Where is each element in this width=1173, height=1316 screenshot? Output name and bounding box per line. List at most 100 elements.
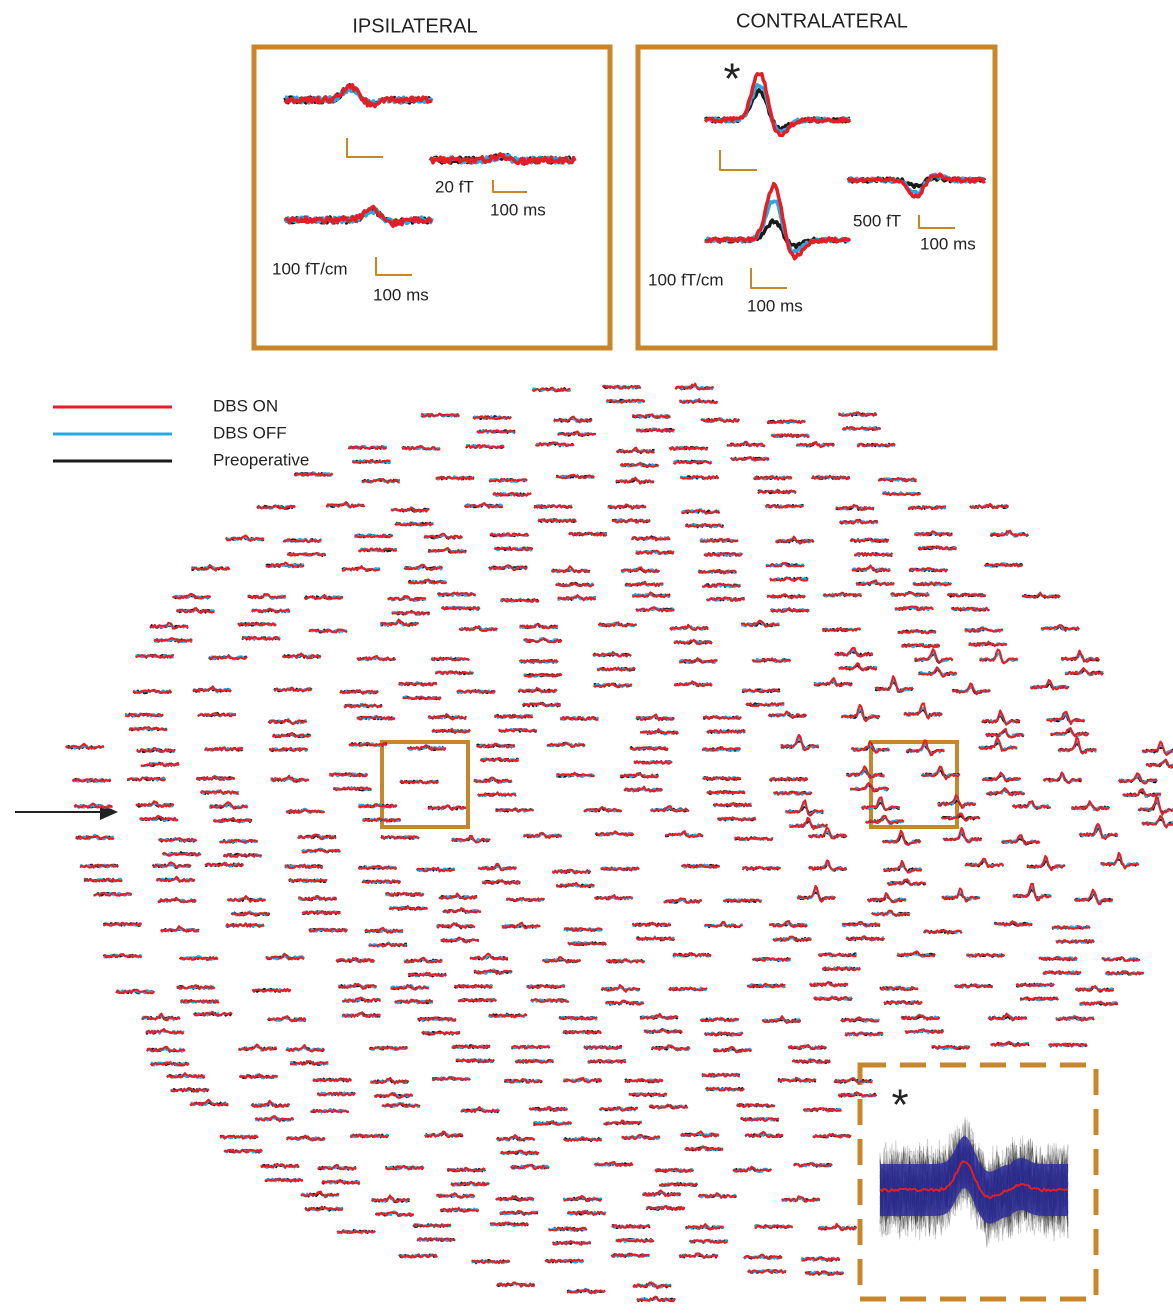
trace [75,834,115,841]
trace [849,782,890,793]
trace [265,561,305,569]
trace [669,623,709,631]
trace [541,956,582,964]
trace [522,831,563,839]
trace [706,729,746,734]
trace [1079,1000,1119,1007]
trace [966,952,1005,958]
trace [867,892,907,904]
trace [903,702,943,720]
trace [389,905,428,911]
trace [705,1086,745,1092]
trace [361,478,401,484]
trace [953,983,994,989]
trace [846,765,885,779]
trace [713,1046,752,1054]
trace [684,1146,724,1152]
trace [913,581,952,587]
trace [917,545,957,551]
trace [834,646,874,658]
trace [900,643,941,649]
trace [526,984,565,989]
trace [1041,624,1081,632]
trace [65,742,105,750]
trace [407,578,447,585]
trace [501,921,541,930]
trace [387,594,426,602]
trace [423,532,463,540]
trace [301,1190,340,1199]
trace [964,626,1004,633]
trace [951,682,991,696]
trace [699,537,739,543]
trace [1075,985,1115,993]
trace [567,941,607,947]
trace [1101,956,1140,962]
trace [635,715,675,721]
scale-label: 100 ms [373,285,429,304]
trace [435,475,475,481]
trace [417,1016,457,1022]
trace [1078,822,1119,840]
trace [555,881,595,888]
trace [990,1040,1030,1048]
trace [968,640,1008,647]
trace [155,875,196,883]
trace [435,670,474,676]
panel-frame [635,44,998,351]
trace [855,581,895,587]
trace [703,551,743,557]
trace [102,921,142,927]
trace [1060,654,1100,663]
trace [260,1163,300,1169]
trace [557,594,597,602]
inset-frame [857,1062,1099,1302]
trace [701,1072,740,1078]
trace [877,476,917,483]
trace [1012,882,1052,902]
trace [632,1281,672,1290]
trace [780,736,819,750]
trace [284,204,434,228]
trace [204,861,244,868]
trace [716,816,757,822]
trace [1055,939,1095,944]
trace [602,384,641,390]
trace [844,1031,884,1037]
trace [636,1295,676,1303]
trace [551,868,591,875]
trace [1001,834,1041,846]
trace [557,430,597,437]
legend: DBS ON DBS OFF Preoperative [53,396,309,469]
trace [1074,888,1113,906]
trace [128,726,168,732]
trace [1137,796,1173,816]
trace [499,1209,539,1216]
trace [802,1107,842,1113]
trace [741,865,781,871]
trace [985,727,1025,739]
trace [421,1030,461,1036]
trace [593,894,633,901]
trace [735,1103,776,1108]
trace [404,956,443,964]
trace [674,382,714,391]
trace [845,935,885,942]
trace [636,1297,676,1303]
trace [158,896,197,904]
legend-label: DBS ON [213,396,278,415]
trace [544,1258,584,1264]
trace [329,772,369,778]
trace [851,564,891,573]
trace [979,648,1018,665]
trace [761,1015,802,1024]
trace [225,534,265,542]
trace [341,1011,381,1019]
trace [515,1058,554,1064]
trace [439,1206,479,1213]
trace [595,830,635,837]
trace [768,920,808,928]
trace [804,1270,845,1276]
trace [850,740,890,754]
trace [703,71,852,138]
